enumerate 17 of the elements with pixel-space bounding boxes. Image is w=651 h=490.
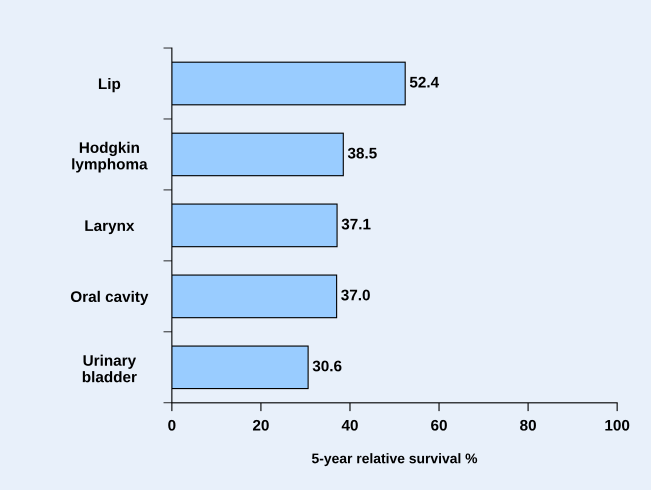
y-tick-label: Urinary bladder: [82, 354, 137, 382]
y-tick-label: Lip: [98, 78, 120, 92]
x-tick-label: 80: [520, 420, 536, 431]
data-label: 37.1: [342, 218, 371, 230]
data-label: 52.4: [410, 76, 440, 88]
y-tick-label: Oral cavity: [70, 290, 148, 306]
x-tick-label: 40: [342, 420, 358, 431]
y-tick-label: Larynx: [85, 220, 134, 234]
y-tick-label: Hodgkin lymphoma: [72, 142, 148, 173]
data-label: 37.0: [341, 290, 370, 300]
x-tick-label: 100: [605, 420, 630, 431]
x-axis-title: 5-year relative survival %: [312, 453, 478, 466]
data-label: 38.5: [348, 148, 377, 159]
x-tick-label: 20: [252, 420, 269, 431]
data-label: 30.6: [312, 360, 342, 372]
x-tick-label: 0: [168, 420, 176, 431]
x-tick-label: 60: [431, 420, 447, 431]
